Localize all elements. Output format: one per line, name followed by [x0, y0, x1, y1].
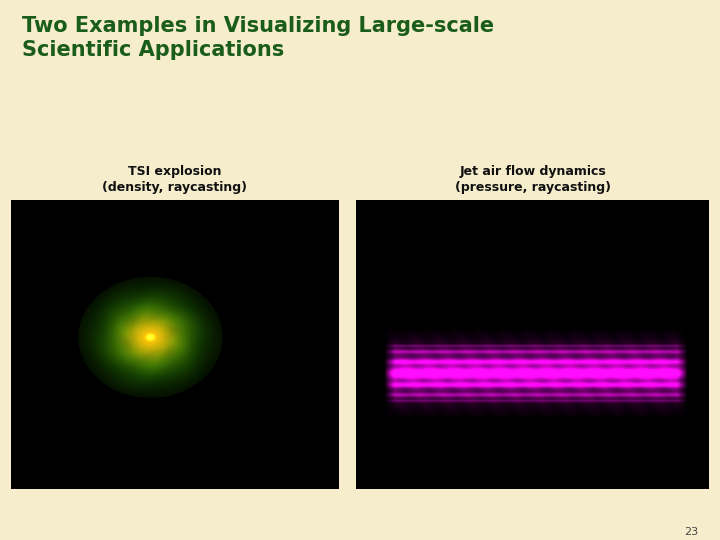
Text: TSI explosion
(density, raycasting): TSI explosion (density, raycasting) — [102, 165, 247, 194]
Text: Two Examples in Visualizing Large-scale
Scientific Applications: Two Examples in Visualizing Large-scale … — [22, 16, 494, 60]
Text: 23: 23 — [684, 527, 698, 537]
Text: Jet air flow dynamics
(pressure, raycasting): Jet air flow dynamics (pressure, raycast… — [455, 165, 611, 194]
